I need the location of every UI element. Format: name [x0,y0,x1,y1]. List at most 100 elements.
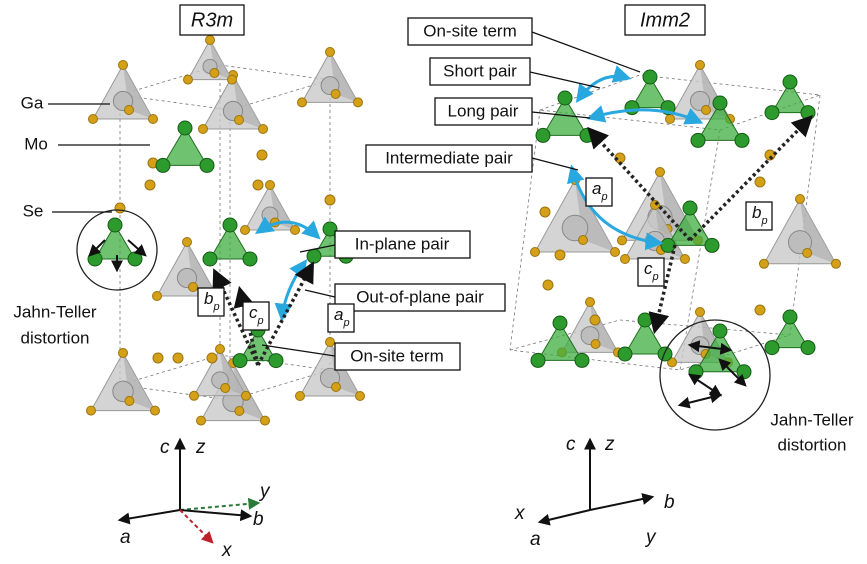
se-atom [295,391,305,401]
mo3-cluster [624,319,666,355]
pair-arrow [274,259,308,322]
panel-title: R3m [191,9,233,31]
mo-atom [657,346,673,362]
se-atom [325,337,335,347]
axis-label: z [195,437,206,458]
se-atom [297,97,307,108]
pair-arrow [575,65,632,103]
atom-label: Mo [24,134,48,153]
axis-arrow [179,497,261,511]
se-atom [831,258,841,269]
se-atom [152,352,164,364]
callout-box [334,230,471,259]
axis-arrow [117,509,181,525]
callout-box [429,57,531,86]
distortion-circle [76,209,158,291]
mo-atom [199,157,215,173]
se-atom [150,405,160,416]
axis-label: c [160,437,170,458]
se-atom [695,307,705,317]
leader-line [299,244,336,253]
ga-atom [787,230,813,255]
lattice-vector [256,261,314,366]
se-atom [124,105,134,115]
axis-arrow [589,493,655,511]
vector-label: bp [752,203,768,226]
leader-line [261,344,336,357]
distortion-label: distortion [778,435,847,454]
vector-subscript: p [342,317,349,329]
vector-label: ap [592,179,608,202]
distortion-arrow [688,373,722,397]
mo-atom [579,127,595,143]
mo-atom [734,132,750,148]
se-atom [330,89,341,99]
pair-arrow [567,164,664,251]
callout: On-site term [350,346,444,365]
vector-letter: c [249,303,258,322]
vector-box [327,303,355,333]
se-atom [215,344,225,354]
cell-edge [679,129,721,371]
title-box [624,4,706,36]
mo3-cluster [667,207,713,246]
vector-letter: b [752,203,761,222]
se-atom [355,391,365,401]
vector-letter: b [204,289,213,308]
se-atom [290,225,300,235]
se-atom [118,348,128,358]
se-atom [118,60,128,70]
callout: In-plane pair [355,234,450,253]
se-atom [258,124,268,134]
mo-atom [127,251,143,267]
axis-label: b [664,492,675,513]
axis-arrow [179,509,214,544]
se-atom [795,194,805,204]
mo-atom [642,69,658,85]
se-atom [241,390,251,401]
lattice-vector [587,126,692,242]
se-atom [695,60,705,70]
se-atom [205,35,215,45]
se-atom [88,114,98,124]
mo-atom [232,353,248,369]
mo-atom [222,217,238,233]
callout: Short pair [443,61,517,80]
mo-atom [535,127,551,143]
mo3-cluster [771,81,809,114]
distortion-arrow [687,340,733,355]
mo-atom [782,309,798,325]
pair-arrow [586,105,704,125]
se-atom [325,47,335,57]
se-atom [620,254,630,264]
vector-label: bp [204,289,220,312]
distortion-label: Jahn-Teller [770,410,853,429]
se-atom [701,105,711,115]
vector-box [637,257,665,287]
vector-subscript: p [760,215,767,227]
se-atom [265,180,275,190]
se-atom [209,68,220,78]
vector-box [242,301,270,331]
se-atom [148,114,158,124]
mo3-cluster [209,224,251,260]
se-atom [667,357,677,368]
callout: On-site term [423,21,517,40]
se-atom [114,202,126,214]
se-atom [324,194,336,206]
se-atom [183,74,193,85]
se-atom [530,247,540,257]
mo-atom [242,251,258,267]
leader-line [529,71,601,89]
leader-line [304,289,336,298]
axis-arrow [179,509,253,522]
se-atom [188,282,198,292]
se-atom [252,179,264,191]
mo-atom [637,312,653,328]
se-atom [610,247,620,257]
axis-label: x [221,540,233,561]
distortion-arrow [718,358,747,387]
distortion-label: distortion [21,328,90,347]
mo-atom [306,248,322,264]
mo-atom [268,353,284,369]
